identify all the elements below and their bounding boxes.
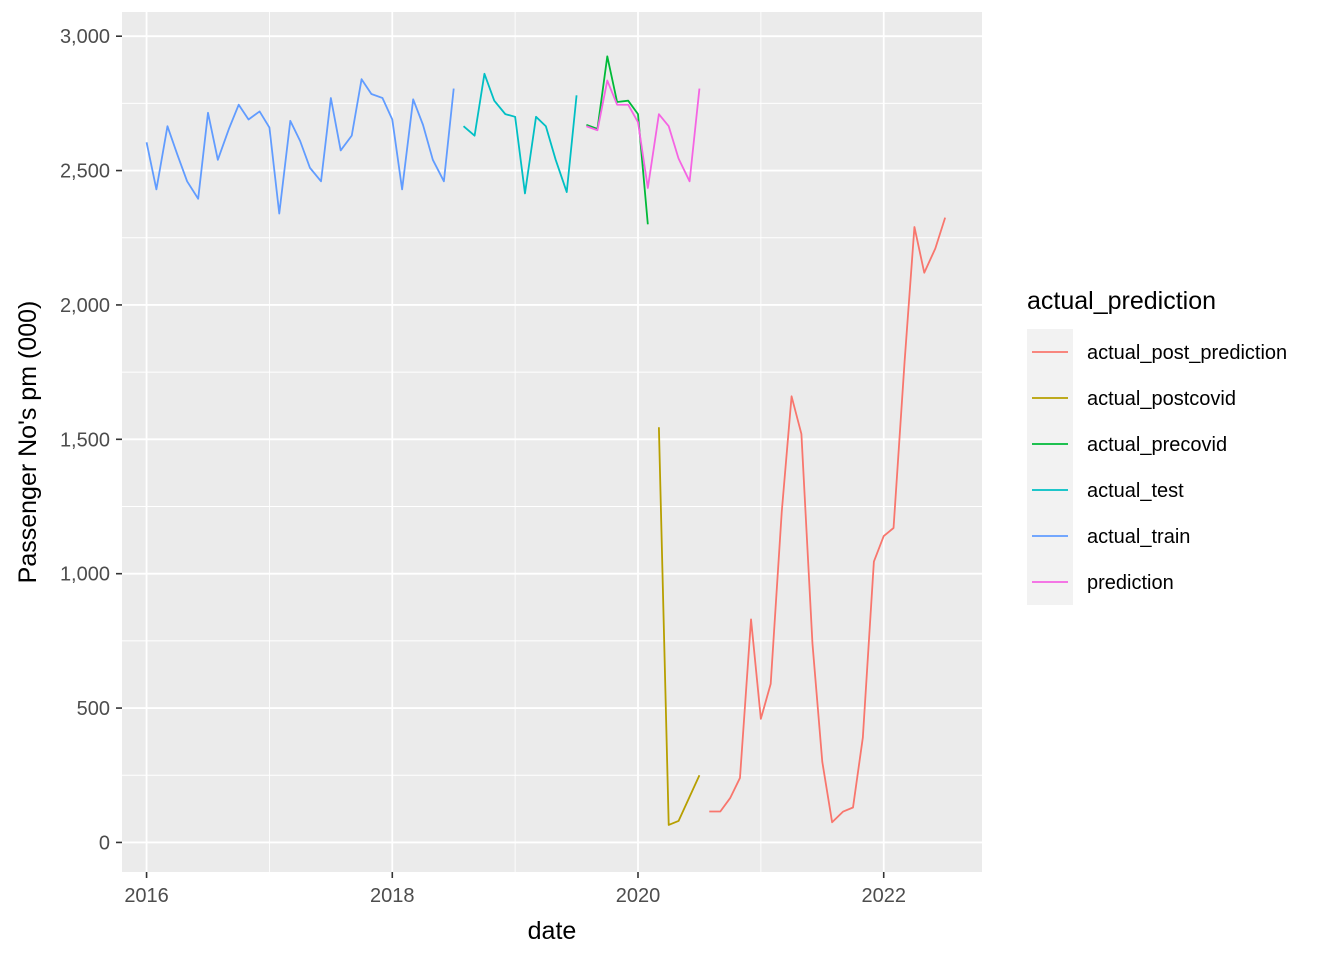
series-line-actual-train <box>145 78 455 215</box>
x-tick-label: 2016 <box>124 885 169 907</box>
legend-title: actual_prediction <box>1027 287 1216 315</box>
y-tick-label: 2,500 <box>60 161 110 183</box>
x-tick-label: 2020 <box>616 885 661 907</box>
legend-label: actual_postcovid <box>1087 388 1236 410</box>
legend-label: actual_post_prediction <box>1087 342 1287 364</box>
series-line-prediction <box>586 79 701 189</box>
series-line-actual-post-prediction <box>709 217 946 824</box>
y-tick-label: 2,000 <box>60 295 110 317</box>
legend-label: actual_train <box>1087 526 1190 548</box>
x-tick-label: 2022 <box>861 885 906 907</box>
legend-label: actual_precovid <box>1087 434 1227 456</box>
x-tick-label: 2018 <box>370 885 415 907</box>
series-layer <box>145 55 946 826</box>
major-gridlines <box>122 12 982 872</box>
y-tick-label: 3,000 <box>60 26 110 48</box>
legend-label: actual_test <box>1087 480 1184 502</box>
minor-gridlines <box>122 12 982 872</box>
x-axis-title: date <box>528 917 577 945</box>
y-axis-title: Passenger No's pm (000) <box>14 301 42 584</box>
y-tick-label: 1,500 <box>60 429 110 451</box>
y-tick-label: 1,000 <box>60 564 110 586</box>
legend: actual_prediction actual_post_prediction… <box>1027 287 1287 605</box>
series-line-actual-postcovid <box>657 427 701 826</box>
axis-ticks <box>116 35 885 878</box>
series-line-actual-test <box>462 72 578 195</box>
axis-tick-labels: 2016 2018 2020 2022 0 500 1,000 1,500 2,000 2,500… <box>60 26 906 907</box>
panel-background <box>122 12 982 872</box>
y-tick-label: 500 <box>77 698 110 720</box>
y-tick-label: 0 <box>99 832 110 854</box>
legend-label: prediction <box>1087 572 1174 594</box>
